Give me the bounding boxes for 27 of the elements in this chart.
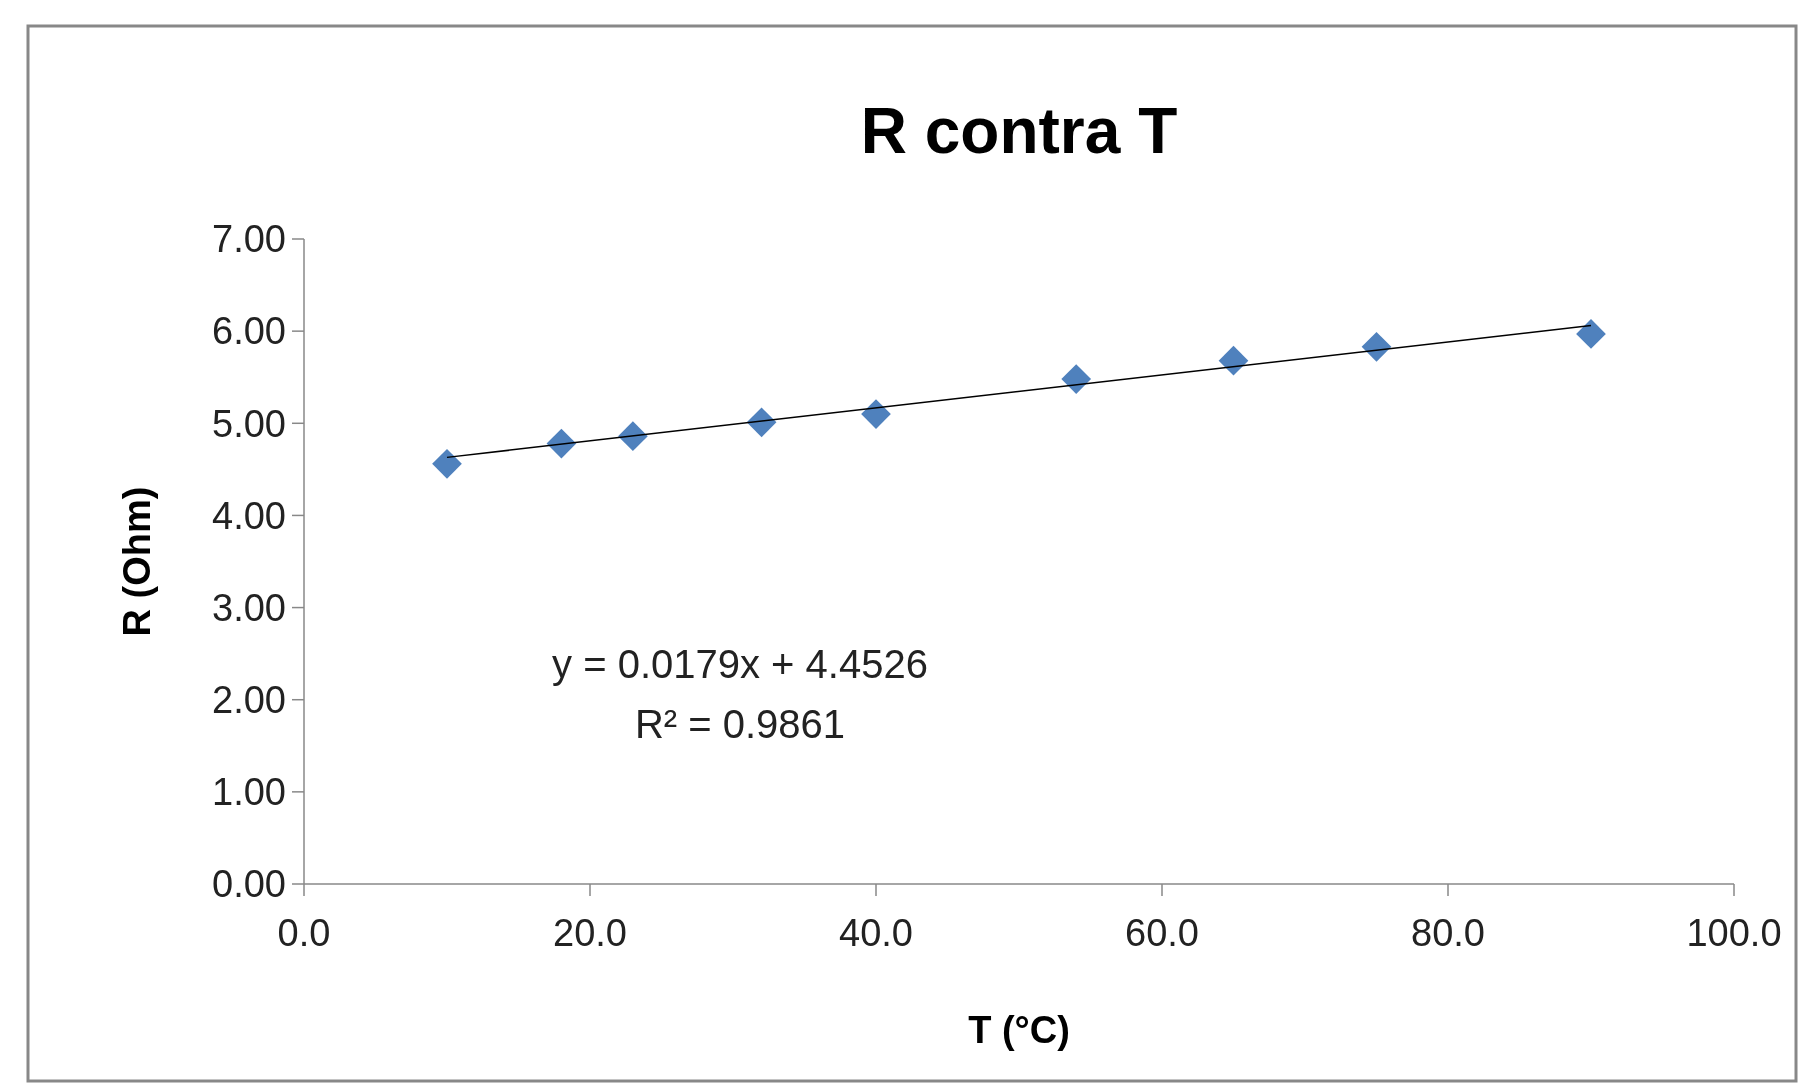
point [1218,345,1249,376]
x-tick-label: 40.0 [839,912,913,954]
chart-title: R contra T [860,95,1178,167]
point [1361,331,1392,362]
point [1061,364,1092,394]
y-tick-label: 3.00 [212,586,286,629]
x-tick-label: 80.0 [1411,912,1485,954]
y-tick-label: 0.00 [212,863,286,906]
y-tick-label: 1.00 [212,771,286,814]
x-axis-title: T (°C) [968,1009,1070,1051]
x-tick-label: 0.0 [277,912,331,954]
y-tick-label: 4.00 [212,494,286,537]
y-tick-label: 5.00 [212,402,286,445]
y-tick-label: 7.00 [212,218,286,261]
point [432,448,462,479]
x-tick-label: 60.0 [1125,912,1199,954]
y-axis-title: R (Ohm) [116,486,158,637]
point [1576,319,1606,349]
point [618,421,648,452]
y-tick-label: 6.00 [212,310,286,353]
annotation: y = 0.0179x + 4.4526 [552,642,928,686]
x-tick-label: 20.0 [553,912,627,954]
x-tick-label: 100.0 [1686,912,1782,954]
y-tick-label: 2.00 [212,679,286,722]
annotation: R² = 0.9861 [634,702,846,746]
point [546,428,577,459]
point [746,407,777,438]
